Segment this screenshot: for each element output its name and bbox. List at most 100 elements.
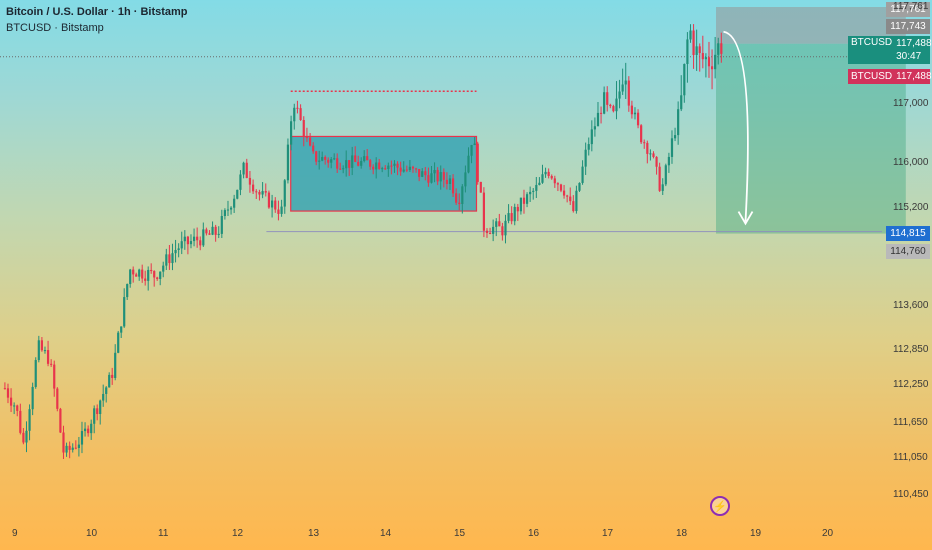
y-tick-label: 110,450 <box>893 489 929 500</box>
candle-body <box>165 254 168 266</box>
candle-body <box>612 106 615 112</box>
candle-body <box>378 162 381 170</box>
y-tick-label: 117,000 <box>893 98 929 109</box>
candle-body <box>211 226 214 235</box>
candle-body <box>510 213 513 222</box>
candle-body <box>710 66 714 70</box>
candle-body <box>205 229 208 234</box>
top-price-box: 117,761 <box>886 2 930 17</box>
candle-body <box>424 171 427 176</box>
candle-body <box>40 340 43 351</box>
candle-body <box>387 165 390 170</box>
candle-body <box>621 84 624 92</box>
candle-body <box>584 149 587 167</box>
candle-body <box>532 190 535 192</box>
candle-body <box>630 105 633 115</box>
candle-body <box>255 191 258 193</box>
candle-body <box>646 142 649 154</box>
candle-body <box>144 278 147 281</box>
candle-body <box>643 142 646 144</box>
candle-body <box>267 192 271 208</box>
candle-body <box>229 207 233 210</box>
candle-body <box>562 190 566 196</box>
candle-body <box>476 143 479 182</box>
candle-body <box>529 191 532 195</box>
candle-body <box>330 159 333 163</box>
x-tick-label: 18 <box>676 528 688 539</box>
candle-body <box>252 184 255 192</box>
candle-body <box>482 192 485 231</box>
x-tick-label: 13 <box>308 528 320 539</box>
last-price-tag: BTCUSD 117,488 30:47 <box>848 36 932 64</box>
candle-body <box>507 213 510 221</box>
candle-body <box>399 167 402 172</box>
candle-body <box>217 233 220 235</box>
y-tick-label: 111,050 <box>893 452 928 463</box>
candle-body <box>138 269 141 277</box>
candle-body <box>581 166 584 183</box>
candle-body <box>455 193 458 203</box>
candle-body <box>120 326 123 333</box>
candle-body <box>655 156 658 167</box>
candle-body <box>603 92 606 114</box>
candle-body <box>541 174 544 183</box>
candle-body <box>202 229 205 246</box>
candle-body <box>348 160 351 168</box>
candle-body <box>375 162 378 170</box>
candle-body <box>439 172 442 182</box>
range-box[interactable] <box>290 135 478 212</box>
candle-body <box>624 80 627 85</box>
candle-body <box>150 269 153 272</box>
candle-body <box>46 350 50 364</box>
candle-body <box>174 250 177 254</box>
candle-body <box>129 269 132 285</box>
x-tick-label: 15 <box>454 528 466 539</box>
candle-body <box>223 210 226 217</box>
candle-body <box>286 144 290 181</box>
candle-body <box>606 92 609 105</box>
candle-body <box>707 57 711 67</box>
x-tick-label: 9 <box>12 528 18 539</box>
candle-body <box>236 189 239 199</box>
x-tick-label: 20 <box>822 528 834 539</box>
candle-body <box>680 95 683 110</box>
candle-body <box>689 30 692 40</box>
x-tick-label: 16 <box>528 528 540 539</box>
candle-body <box>114 352 117 378</box>
candle-body <box>271 200 274 208</box>
candle-body <box>239 174 242 190</box>
candle-body <box>590 129 593 145</box>
candle-body <box>559 184 563 191</box>
candle-body <box>50 363 53 365</box>
candle-body <box>186 236 189 245</box>
candle-body <box>333 158 336 160</box>
candle-body <box>369 160 372 167</box>
candle-body <box>83 428 87 432</box>
candle-body <box>547 171 550 177</box>
candle-body <box>345 160 348 169</box>
candle-body <box>522 197 526 204</box>
candle-body <box>71 447 74 450</box>
candle-body <box>717 43 720 55</box>
flash-icon[interactable]: ⚡ <box>710 496 730 516</box>
candle-body <box>99 400 102 415</box>
candle-body <box>411 166 415 169</box>
candle-body <box>65 445 68 453</box>
candle-body <box>677 109 680 136</box>
ask-price-symbol: BTCUSD <box>851 71 893 82</box>
candle-body <box>414 168 418 170</box>
candle-body <box>467 155 470 173</box>
last-price-symbol: BTCUSD <box>851 37 893 48</box>
candle-body <box>664 165 667 185</box>
candle-body <box>242 162 245 175</box>
candle-body <box>123 297 126 327</box>
candle-body <box>126 284 129 298</box>
candle-body <box>168 254 171 264</box>
candle-body <box>615 98 618 112</box>
candle-body <box>192 236 196 242</box>
candle-body <box>327 159 330 163</box>
candle-body <box>153 271 156 278</box>
candle-body <box>90 423 93 434</box>
candle-body <box>714 54 717 70</box>
